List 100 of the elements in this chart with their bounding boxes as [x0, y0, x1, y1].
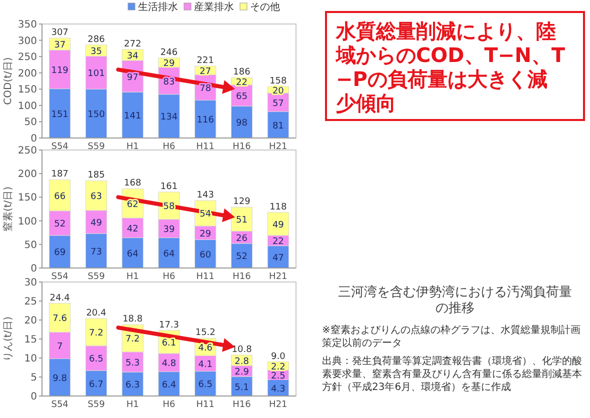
data-label: 6.1: [162, 338, 176, 348]
data-label: 52: [236, 252, 248, 262]
total-label: 143: [196, 190, 214, 201]
data-label: 27: [200, 66, 212, 77]
data-label: 73: [90, 247, 102, 258]
total-label: 161: [160, 182, 178, 192]
data-label: 2.2: [271, 362, 286, 372]
y-axis-title: 窒素(t/日): [2, 186, 14, 232]
y-tick-label: 100: [18, 100, 37, 112]
data-label: 22: [236, 78, 248, 88]
data-label: 6.3: [125, 380, 140, 391]
legend-label: 産業排水: [194, 1, 234, 13]
data-label: 34: [126, 51, 139, 62]
x-tick-label: H11: [196, 400, 215, 410]
data-label: 81: [272, 121, 284, 132]
data-label: 2.8: [234, 356, 250, 367]
x-tick-label: H11: [196, 142, 215, 152]
y-tick-label: 350: [18, 20, 37, 30]
x-tick-label: S59: [88, 142, 106, 152]
data-label: 97: [126, 72, 138, 83]
data-label: 63: [90, 192, 102, 202]
data-label: 4.1: [198, 360, 213, 370]
total-label: 272: [124, 39, 142, 50]
total-label: 246: [160, 48, 178, 58]
data-label: 4.6: [198, 343, 213, 354]
y-axis-title: りん(t/日): [3, 316, 14, 362]
total-label: 186: [233, 68, 251, 78]
total-label: 286: [88, 34, 106, 45]
x-tick-label: H1: [126, 400, 139, 410]
data-label: 150: [88, 110, 106, 120]
y-tick-label: 150: [18, 84, 37, 96]
x-tick-label: H6: [162, 400, 176, 410]
data-label: 6.5: [89, 354, 104, 365]
text: 水質総量削減により、陸域からのCOD、T−N、T−Pの負荷量は大きく減少傾向: [335, 19, 566, 115]
y-tick-label: 300: [18, 36, 37, 47]
total-label: 187: [51, 170, 68, 180]
data-label: 5.1: [234, 382, 249, 393]
total-label: 168: [124, 178, 142, 189]
data-label: 9.8: [52, 374, 68, 384]
total-label: 20.4: [86, 308, 107, 318]
legend-label: その他: [250, 1, 280, 13]
total-label: 24.4: [50, 293, 70, 304]
data-label: 26: [236, 234, 248, 244]
y-tick-label: 20: [24, 316, 37, 326]
text: ※窒素およびりんの点線の枠グラフは、水質総量規制計画策定以前のデータ: [322, 324, 580, 349]
y-tick-label: 5: [30, 372, 37, 384]
x-tick-label: S54: [51, 400, 69, 410]
text: 三河湾を含む伊勢湾における汚濁負荷量の推移: [338, 284, 572, 316]
y-tick-label: 15: [24, 334, 37, 346]
total-label: 185: [88, 170, 105, 181]
x-tick-label: S54: [51, 272, 69, 282]
data-label: 60: [200, 250, 212, 260]
data-label: 5.3: [125, 358, 140, 368]
y-tick-label: 50: [24, 117, 37, 128]
total-label: 9.0: [271, 352, 286, 362]
data-label: 29: [200, 229, 212, 240]
total-label: 18.8: [122, 314, 143, 325]
y-tick-label: 50: [24, 240, 37, 251]
data-label: 7: [56, 342, 63, 352]
total-label: 129: [233, 197, 251, 208]
total-label: 10.8: [232, 344, 252, 355]
data-label: 6.4: [162, 380, 176, 390]
y-tick-label: 0: [30, 134, 37, 144]
x-tick-label: S54: [51, 142, 69, 152]
data-label: 22: [272, 237, 284, 248]
y-tick-label: 150: [18, 192, 37, 204]
y-tick-label: 25: [24, 296, 37, 308]
data-label: 98: [236, 118, 248, 129]
y-tick-label: 200: [18, 169, 37, 180]
data-label: 29: [163, 59, 175, 70]
total-label: 158: [270, 76, 288, 87]
data-label: 101: [88, 69, 105, 80]
data-label: 64: [126, 249, 139, 260]
data-label: 4.8: [162, 359, 176, 370]
data-label: 49: [272, 220, 284, 230]
y-axis-title: COD(t/日): [3, 57, 14, 105]
data-label: 119: [51, 66, 69, 76]
x-tick-label: H6: [162, 272, 176, 282]
legend-label: 生活排水: [138, 1, 178, 13]
x-tick-label: S59: [88, 272, 106, 282]
data-label: 52: [54, 220, 66, 230]
data-label: 141: [124, 112, 142, 122]
data-label: 4.3: [271, 384, 286, 394]
data-label: 69: [54, 248, 66, 258]
x-tick-label: H16: [232, 142, 252, 152]
y-tick-label: 10: [24, 354, 37, 364]
y-tick-label: 200: [18, 68, 37, 80]
data-label: 20: [272, 86, 284, 96]
x-tick-label: H1: [126, 272, 139, 282]
source-note: 出典：発生負荷量等算定調査報告書（環境省）、化学的酸素要求量、窒素含有量及びりん含有量に係る総量削減基本方針（平成23年6月、環境省）を基に作成: [322, 355, 582, 393]
y-tick-label: 0: [30, 392, 37, 402]
total-label: 15.2: [195, 328, 216, 338]
data-label: 57: [272, 98, 284, 109]
data-label: 2.5: [271, 371, 286, 382]
data-label: 47: [272, 253, 284, 264]
data-label: 7.2: [125, 334, 140, 345]
x-tick-label: H11: [196, 272, 215, 282]
data-label: 7.2: [89, 328, 104, 339]
x-tick-label: H21: [269, 400, 288, 410]
data-label: 66: [54, 192, 66, 202]
